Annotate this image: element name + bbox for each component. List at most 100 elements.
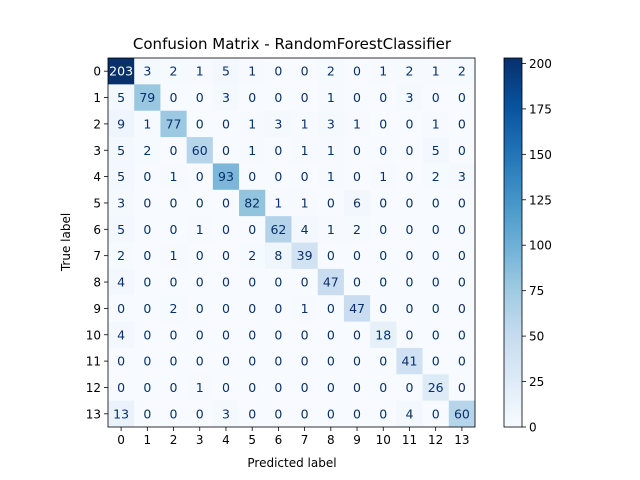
cell-value-label: 5 [432, 143, 440, 158]
heatmap-cell [265, 110, 292, 138]
cell-value-label: 0 [248, 90, 256, 105]
cell-value-label: 0 [143, 275, 151, 290]
cell-value-label: 79 [139, 90, 155, 105]
x-tick-label: 4 [222, 433, 230, 447]
heatmap-cell [212, 400, 240, 428]
heatmap-cell [291, 400, 319, 428]
y-tick-label: 1 [93, 91, 101, 105]
cell-value-label: 3 [117, 195, 125, 210]
cell-value-label: 1 [248, 116, 256, 131]
cell-value-label: 1 [301, 143, 309, 158]
heatmap-cell [448, 189, 476, 217]
cell-value-label: 0 [405, 195, 413, 210]
heatmap-cell [134, 216, 161, 243]
heatmap-cell [422, 242, 450, 270]
heatmap-cell [448, 321, 476, 349]
cell-value-label: 0 [274, 90, 282, 105]
heatmap-cell [265, 347, 292, 375]
heatmap-cell [134, 268, 161, 296]
heatmap-cell [370, 321, 397, 349]
heatmap-cell [343, 374, 371, 402]
heatmap-cell [422, 58, 450, 85]
heatmap-cell [422, 268, 450, 296]
x-tick-label: 9 [353, 433, 361, 447]
heatmap-cell [186, 163, 214, 191]
cell-value-label: 1 [248, 143, 256, 158]
cell-value-label: 0 [170, 222, 178, 237]
cell-value-label: 2 [353, 222, 361, 237]
heatmap-cell [370, 400, 397, 428]
heatmap-cell [422, 347, 450, 375]
heatmap-cell [396, 295, 424, 323]
colorbar-tick-label: 50 [529, 330, 544, 344]
chart-title: Confusion Matrix - RandomForestClassifie… [133, 35, 452, 53]
cell-value-label: 3 [222, 406, 230, 421]
cell-value-label: 4 [117, 275, 125, 290]
cell-value-label: 8 [274, 248, 282, 263]
cell-value-label: 0 [405, 248, 413, 263]
heatmap-cell [134, 163, 161, 191]
heatmap-cell [134, 242, 161, 270]
cell-value-label: 0 [379, 195, 387, 210]
cell-value-label: 2 [248, 248, 256, 263]
y-axis-label: True label [59, 213, 73, 272]
x-tick-label: 7 [301, 433, 309, 447]
cell-value-label: 0 [222, 301, 230, 316]
heatmap-cell [370, 347, 397, 375]
cell-value-label: 0 [248, 222, 256, 237]
cell-value-label: 1 [170, 248, 178, 263]
cell-value-label: 2 [170, 64, 178, 79]
heatmap-cell [422, 321, 450, 349]
heatmap-cell [212, 110, 240, 138]
cell-value-label: 0 [196, 406, 204, 421]
cell-value-label: 0 [301, 64, 309, 79]
heatmap-cell [108, 163, 135, 191]
cell-value-label: 0 [353, 275, 361, 290]
cell-value-label: 0 [379, 222, 387, 237]
cell-value-label: 0 [196, 248, 204, 263]
heatmap-cell [160, 400, 188, 428]
cell-value-label: 0 [432, 90, 440, 105]
heatmap-cell [448, 137, 476, 164]
cell-value-label: 0 [432, 406, 440, 421]
cell-value-label: 0 [327, 195, 335, 210]
cell-value-label: 0 [274, 354, 282, 369]
heatmap-cell [186, 84, 214, 112]
cell-value-label: 0 [405, 327, 413, 342]
cell-value-label: 0 [248, 327, 256, 342]
cell-value-label: 0 [379, 143, 387, 158]
heatmap-cell [239, 242, 266, 270]
heatmap-cell [265, 295, 292, 323]
heatmap-cell [343, 268, 371, 296]
cell-value-label: 60 [454, 406, 470, 421]
cell-value-label: 3 [274, 116, 282, 131]
x-tick-label: 2 [170, 433, 178, 447]
heatmap-cell [370, 137, 397, 164]
cell-value-label: 1 [196, 222, 204, 237]
x-axis-label: Predicted label [247, 456, 336, 470]
cell-value-label: 0 [379, 275, 387, 290]
cell-value-label: 0 [379, 248, 387, 263]
cell-value-label: 5 [117, 143, 125, 158]
heatmap-cell [422, 110, 450, 138]
heatmap-cell [370, 189, 397, 217]
cell-value-label: 47 [349, 301, 365, 316]
heatmap-cell [343, 137, 371, 164]
heatmap-cell [186, 58, 214, 85]
cell-value-label: 0 [327, 354, 335, 369]
cell-value-label: 1 [143, 116, 151, 131]
heatmap-cell [317, 84, 345, 112]
cell-value-label: 0 [432, 327, 440, 342]
cell-value-label: 0 [379, 380, 387, 395]
cell-value-label: 0 [196, 327, 204, 342]
heatmap-cell [186, 242, 214, 270]
y-tick-label: 8 [93, 276, 101, 290]
heatmap-cell [134, 321, 161, 349]
cell-value-label: 0 [353, 64, 361, 79]
cell-value-label: 0 [458, 195, 466, 210]
heatmap-cell [317, 189, 345, 217]
cell-value-label: 0 [222, 275, 230, 290]
heatmap-cell [186, 295, 214, 323]
heatmap-cell [370, 84, 397, 112]
heatmap-cell [108, 216, 135, 243]
